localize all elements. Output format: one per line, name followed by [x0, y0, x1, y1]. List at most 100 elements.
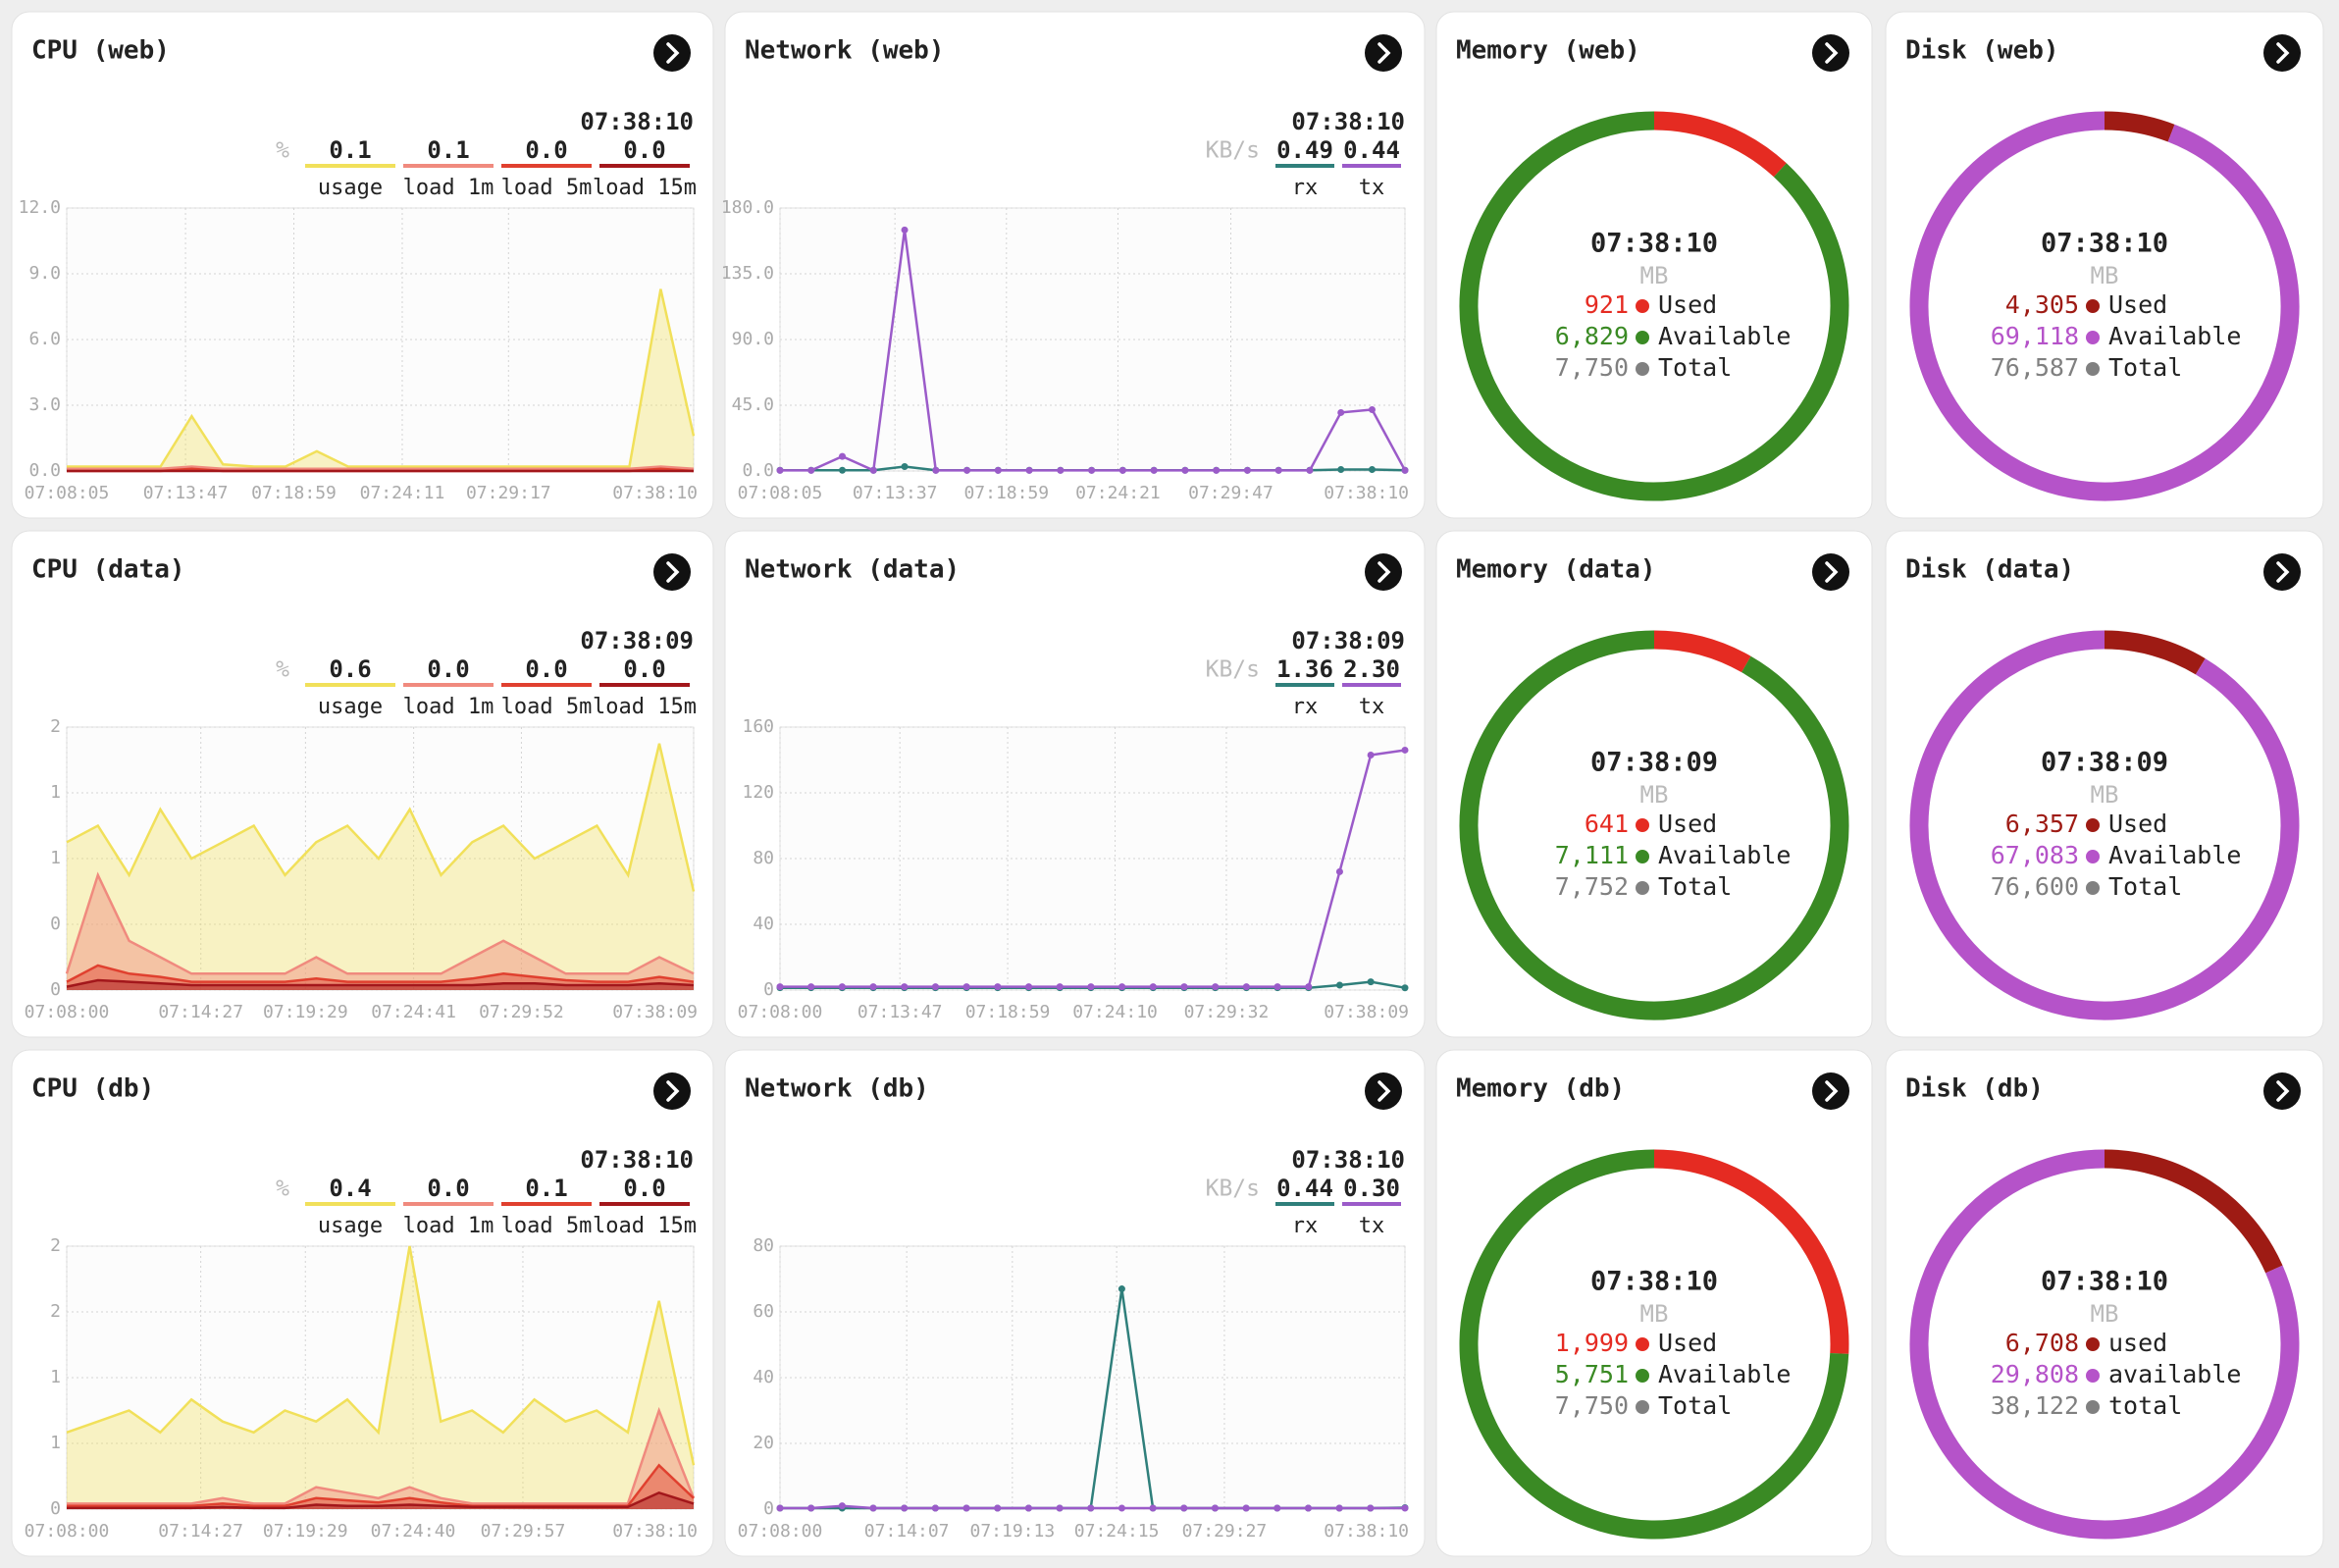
area-fill [67, 743, 694, 990]
data-point [1181, 466, 1189, 474]
timestamp: 07:38:10 [580, 108, 694, 135]
legend-value: 0.44 [1343, 136, 1400, 164]
x-tick-label: 07:38:10 [612, 483, 698, 503]
data-point [1212, 983, 1220, 991]
legend-dot [1636, 1400, 1649, 1414]
data-point [776, 466, 784, 474]
series-line [66, 964, 695, 983]
x-tick-label: 07:08:00 [25, 1002, 110, 1022]
open-button[interactable] [653, 1072, 691, 1110]
button-circle [653, 553, 691, 591]
x-tick-label: 07:29:17 [466, 483, 551, 503]
open-button[interactable] [2263, 553, 2301, 591]
open-button[interactable] [1812, 553, 1849, 591]
x-tick-label: 07:38:10 [1324, 483, 1409, 503]
y-tick-label: 12.0 [19, 197, 61, 218]
y-tick-label: 0.0 [742, 460, 774, 481]
legend-label: Available [1658, 322, 1791, 350]
legend-label: load 1m [403, 695, 494, 719]
chevron-icon [2276, 42, 2290, 64]
legend-dot [1636, 1337, 1649, 1351]
data-point [1025, 466, 1033, 474]
legend-label: usage [318, 695, 383, 719]
chevron-icon [1377, 561, 1391, 583]
legend-label: load 5m [501, 695, 593, 719]
chevron-icon [2276, 1080, 2290, 1102]
timestamp: 07:38:10 [1590, 1267, 1718, 1297]
chevron-icon [1377, 1080, 1391, 1102]
y-tick-label: 20 [753, 1433, 774, 1453]
x-tick-label: 07:18:59 [251, 483, 337, 503]
data-point [1367, 1504, 1375, 1512]
y-tick-label: 180.0 [721, 197, 774, 218]
legend-value: 0.0 [427, 1175, 469, 1202]
legend-label: rx [1292, 1214, 1319, 1238]
button-circle [1812, 1072, 1849, 1110]
chevron-icon [666, 42, 680, 64]
panel-title: Memory (data) [1456, 555, 1656, 585]
open-button[interactable] [1365, 34, 1402, 72]
legend-value: 0.4 [329, 1175, 371, 1202]
y-tick-label: 2 [50, 1301, 61, 1322]
data-point [839, 452, 847, 460]
donut-slice [1459, 630, 1849, 1020]
data-point [1368, 405, 1376, 413]
legend-value: 0.49 [1276, 136, 1333, 164]
donut-slice [1909, 630, 2300, 1020]
y-tick-label: 0 [50, 979, 61, 1000]
chevron-icon [1825, 1080, 1839, 1102]
legend-label: total [2108, 1391, 2182, 1420]
legend-dot [1636, 362, 1649, 376]
data-point [931, 1504, 939, 1512]
series-line [67, 288, 696, 468]
data-point [1149, 1504, 1157, 1512]
y-tick-label: 3.0 [28, 394, 61, 415]
data-point [901, 463, 909, 471]
x-tick-label: 07:13:47 [143, 483, 229, 503]
donut-slice [1653, 630, 1751, 673]
x-tick-label: 07:19:13 [969, 1521, 1055, 1542]
panel-title: Memory (web) [1456, 36, 1640, 66]
area-fill [67, 874, 694, 990]
panel [1435, 530, 1873, 1038]
x-tick-label: 07:08:00 [25, 1521, 110, 1542]
legend-dot [2086, 1400, 2100, 1414]
legend-value: 0.6 [329, 655, 371, 683]
open-button[interactable] [2263, 34, 2301, 72]
donut-slice [1459, 111, 1849, 501]
chevron-icon [1825, 561, 1839, 583]
legend-label: Available [1658, 1360, 1791, 1388]
legend-value: 0.0 [623, 136, 665, 164]
open-button[interactable] [2263, 1072, 2301, 1110]
legend-label: load 1m [403, 1214, 494, 1238]
data-point [1401, 746, 1409, 754]
donut-slice [1653, 1149, 1849, 1354]
unit-label: % [276, 1176, 289, 1202]
legend-label: tx [1359, 176, 1385, 200]
legend-label: Available [2108, 841, 2241, 869]
series-line [67, 1490, 695, 1510]
x-tick-label: 07:08:05 [738, 483, 823, 503]
data-point [931, 983, 939, 991]
data-point [963, 466, 971, 474]
legend-label: Available [1658, 841, 1791, 869]
open-button[interactable] [653, 34, 691, 72]
unit-label: % [276, 138, 289, 164]
data-point [1180, 983, 1188, 991]
open-button[interactable] [1812, 34, 1849, 72]
data-point [962, 1504, 970, 1512]
button-circle [653, 1072, 691, 1110]
open-button[interactable] [1365, 1072, 1402, 1110]
data-point [1335, 981, 1343, 989]
x-tick-label: 07:38:10 [1324, 1521, 1409, 1542]
legend-value: 0.1 [329, 136, 371, 164]
legend-dot [2086, 1337, 2100, 1351]
open-button[interactable] [1812, 1072, 1849, 1110]
legend-label: available [2108, 1360, 2241, 1388]
data-point [1025, 983, 1033, 991]
data-point [962, 983, 970, 991]
open-button[interactable] [1365, 553, 1402, 591]
data-point [1337, 408, 1345, 416]
open-button[interactable] [653, 553, 691, 591]
